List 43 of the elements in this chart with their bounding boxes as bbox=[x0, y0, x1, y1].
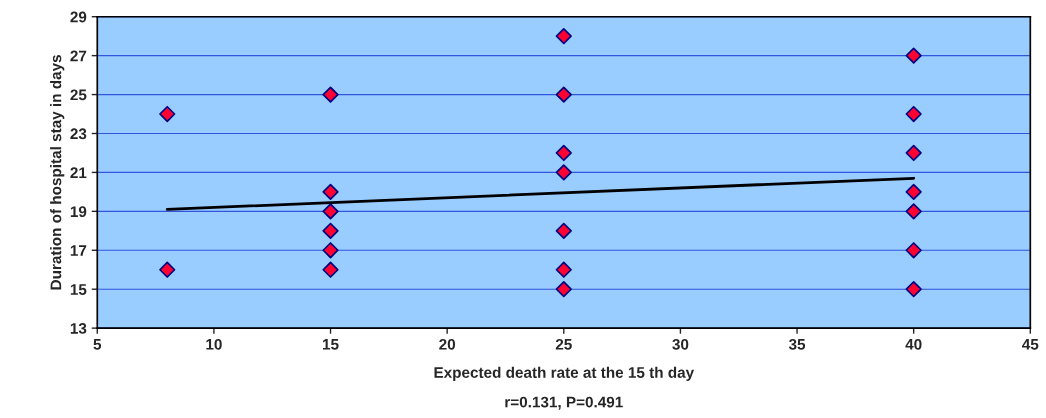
point bbox=[905, 105, 922, 123]
y-tick-label: 25 bbox=[70, 89, 87, 101]
point bbox=[159, 261, 176, 278]
y-tick-label: 13 bbox=[70, 323, 87, 334]
point bbox=[905, 183, 922, 201]
point bbox=[322, 183, 339, 201]
x-tick-label: 35 bbox=[788, 338, 806, 350]
x-tick-label: 30 bbox=[672, 338, 689, 350]
point bbox=[905, 203, 922, 220]
y-axis-title: Duration of hospital stay in days bbox=[50, 55, 65, 290]
point bbox=[322, 86, 339, 103]
point bbox=[322, 242, 339, 259]
point bbox=[555, 261, 572, 278]
point bbox=[159, 105, 176, 123]
y-tick-label: 29 bbox=[70, 11, 87, 23]
x-tick-label: 15 bbox=[323, 339, 339, 350]
x-tick-label: 45 bbox=[1022, 339, 1039, 350]
y-tick-label: 27 bbox=[70, 50, 87, 62]
point bbox=[905, 242, 922, 259]
point bbox=[555, 144, 572, 162]
point bbox=[555, 28, 572, 45]
point bbox=[555, 86, 572, 103]
point bbox=[905, 281, 922, 298]
x-tick-label: 25 bbox=[555, 338, 572, 350]
x-tick-label: 20 bbox=[439, 338, 456, 350]
point bbox=[555, 222, 572, 239]
point bbox=[322, 261, 339, 278]
point bbox=[555, 164, 572, 181]
x-tick-label: 5 bbox=[93, 339, 102, 350]
text: r=0.131, P=0.491 bbox=[505, 396, 623, 410]
y-tick-label: 21 bbox=[70, 167, 87, 178]
y-tick-label: 15 bbox=[70, 284, 87, 295]
point bbox=[322, 203, 339, 220]
point bbox=[905, 144, 922, 162]
x-tick-label: 10 bbox=[206, 338, 222, 350]
x-tick-label: 40 bbox=[905, 338, 922, 350]
y-tick-label: 19 bbox=[70, 206, 87, 218]
point bbox=[555, 281, 572, 298]
point bbox=[905, 47, 922, 64]
y-tick-label: 23 bbox=[70, 128, 87, 140]
y-tick-label: 17 bbox=[70, 245, 87, 256]
point bbox=[322, 222, 339, 239]
x-axis-title: Expected death rate at the 15 th day bbox=[434, 366, 695, 381]
